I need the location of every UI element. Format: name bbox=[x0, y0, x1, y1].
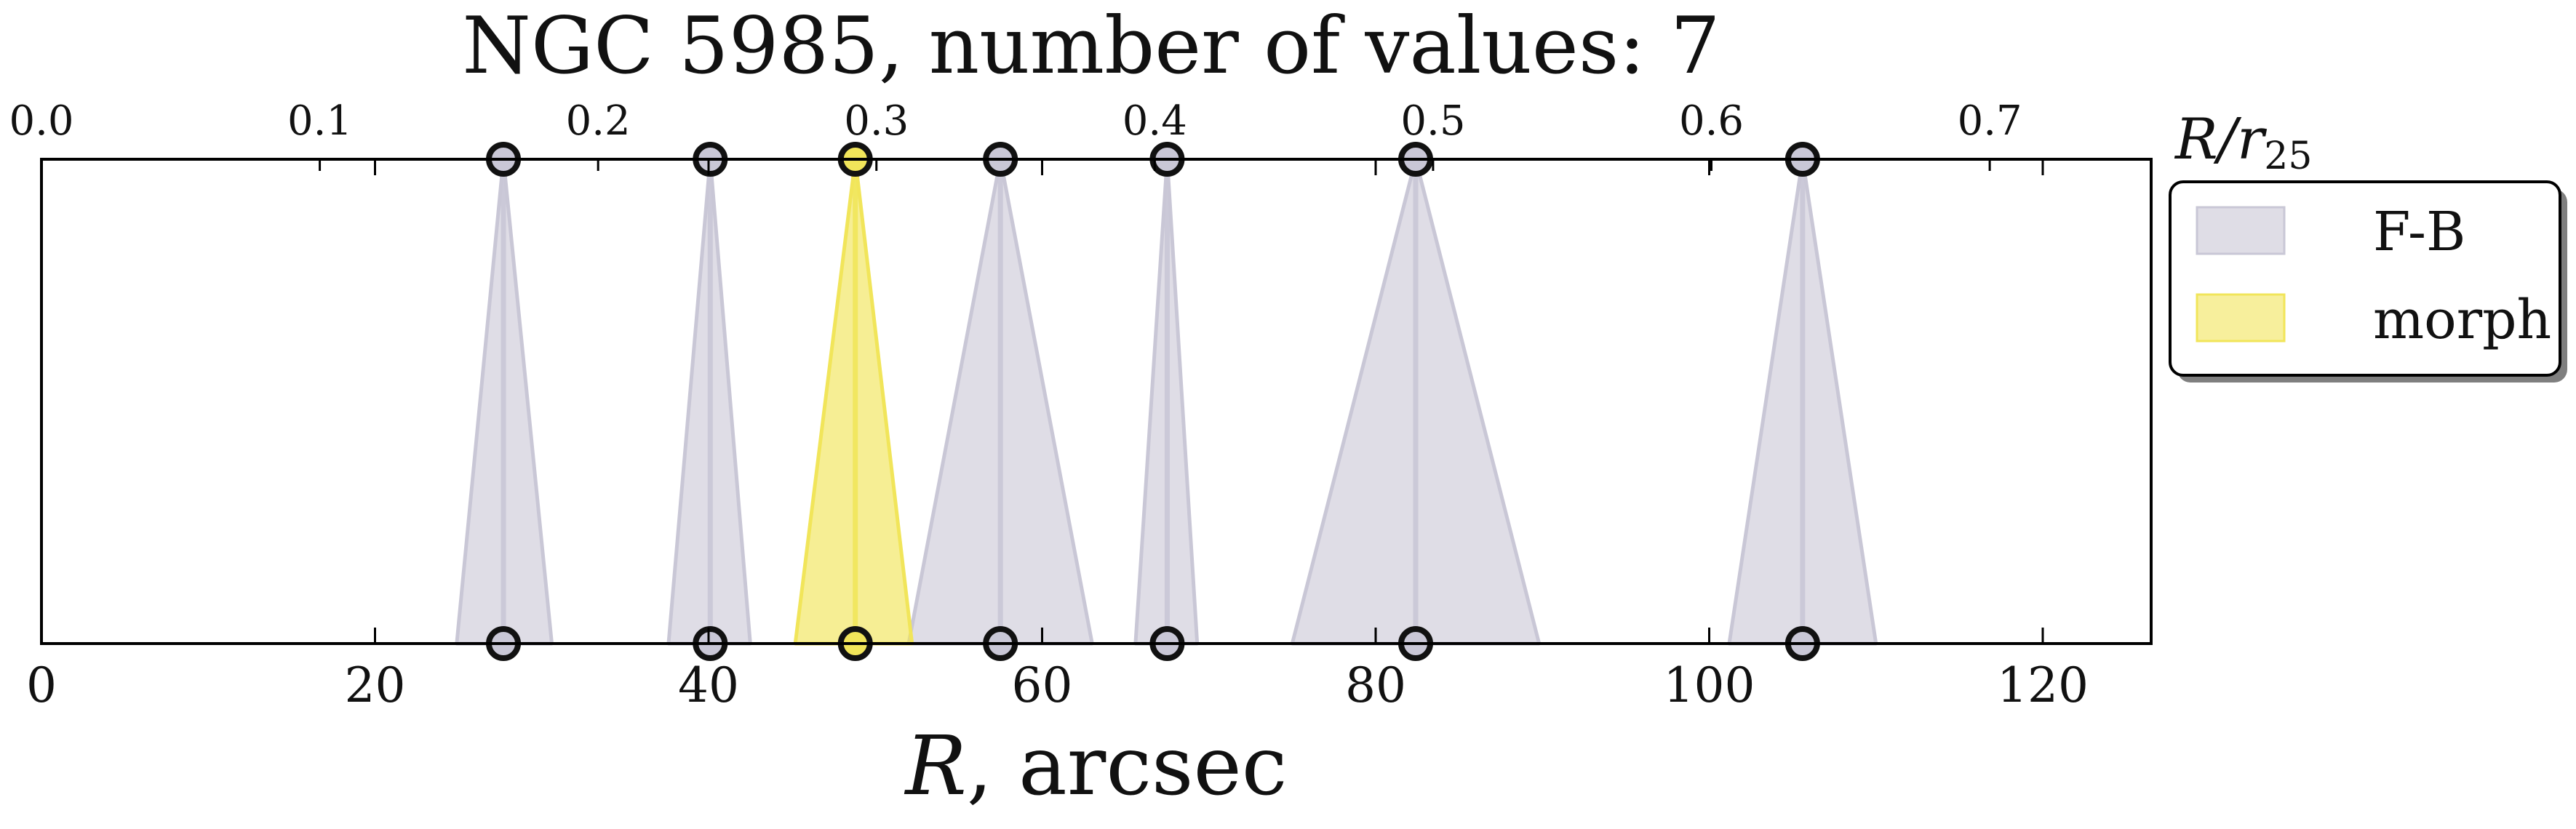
top-tick-label-5: 0.5 bbox=[1400, 97, 1465, 145]
plot-area bbox=[455, 142, 1878, 661]
legend-label-morph: morph bbox=[2373, 289, 2551, 351]
legend-swatch-fb bbox=[2196, 206, 2286, 255]
bottom-axis: 0 20 40 60 80 100 120 bbox=[26, 159, 2089, 713]
bottom-tick-label-20: 20 bbox=[345, 657, 406, 713]
x-axis-label-unit: , arcsec bbox=[967, 719, 1288, 814]
legend-label-fb: F-B bbox=[2373, 201, 2465, 263]
legend: F-B morph bbox=[2169, 180, 2567, 383]
top-axis: 0.0 0.1 0.2 0.3 0.4 0.5 0.6 0.7 bbox=[9, 97, 2022, 171]
top-axis-label: R/r25 bbox=[2174, 107, 2312, 178]
bottom-tick-label-80: 80 bbox=[1345, 657, 1406, 713]
bottom-tick-label-100: 100 bbox=[1663, 657, 1755, 713]
top-tick-label-0: 0.0 bbox=[9, 97, 73, 145]
legend-swatch-morph bbox=[2196, 293, 2286, 343]
top-axis-label-r: R/r bbox=[2174, 107, 2268, 172]
top-tick-label-4: 0.4 bbox=[1122, 97, 1187, 145]
top-axis-label-subscript: 25 bbox=[2264, 135, 2312, 178]
top-tick-label-2: 0.2 bbox=[566, 97, 631, 145]
top-tick-label-3: 0.3 bbox=[844, 97, 909, 145]
bottom-tick-label-60: 60 bbox=[1012, 657, 1073, 713]
bottom-tick-label-0: 0 bbox=[26, 657, 57, 713]
x-axis-label-symbol: R bbox=[904, 719, 966, 814]
bottom-tick-label-40: 40 bbox=[678, 657, 739, 713]
chart-title: NGC 5985, number of values: 7 bbox=[462, 1, 1720, 92]
top-tick-label-1: 0.1 bbox=[287, 97, 352, 145]
x-axis-label: R, arcsec bbox=[904, 719, 1287, 814]
bottom-tick-label-120: 120 bbox=[1997, 657, 2089, 713]
plot-frame bbox=[40, 158, 2153, 645]
top-tick-label-6: 0.6 bbox=[1679, 97, 1744, 145]
top-tick-label-7: 0.7 bbox=[1958, 97, 2022, 145]
